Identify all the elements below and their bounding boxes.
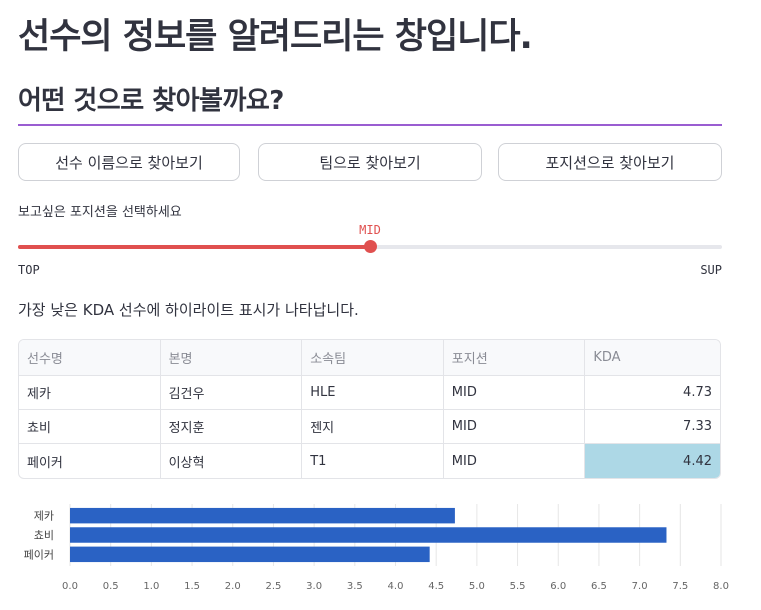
position-slider-thumb[interactable] [364,240,377,253]
x-tick-label: 6.0 [550,581,566,592]
column-header-team[interactable]: 소속팀 [302,340,444,376]
x-tick-label: 1.0 [143,581,159,592]
kda-bar-chart: 0.0 0.5 1.0 1.5 2.0 2.5 3.0 3.5 4.0 4.5 5.0 5.5 6.0 6… [24,504,729,592]
table-cell[interactable]: HLE [302,376,444,410]
position-slider-label: 보고싶은 포지션을 선택하세요 [18,205,182,220]
table-cell[interactable]: 이상혁 [161,444,303,478]
x-tick-label: 5.0 [469,581,485,592]
x-tick-label: 6.5 [591,581,607,592]
search-by-position-button[interactable]: 포지션으로 찾아보기 [498,143,722,181]
table-cell-kda[interactable]: 4.73 [585,376,720,410]
column-header-player[interactable]: 선수명 [19,340,161,376]
table-cell[interactable]: 쵸비 [19,410,161,444]
x-tick-label: 8.0 [713,581,729,592]
table-cell[interactable]: MID [444,444,586,478]
y-category-label: 제카 [34,510,54,523]
column-header-position[interactable]: 포지션 [443,340,586,376]
bar-1 [70,527,667,543]
position-slider-min-label: TOP [18,263,40,277]
x-tick-label: 2.0 [225,581,241,592]
table-header-row: 선수명 본명 소속팀 포지션 KDA [19,340,720,376]
player-table: 선수명 본명 소속팀 포지션 KDA 제카 김건우 HLE MID 4.73 쵸… [18,339,721,479]
table-cell[interactable]: 제카 [19,376,161,410]
y-category-label: 쵸비 [34,529,54,542]
search-by-name-button[interactable]: 선수 이름으로 찾아보기 [18,143,240,181]
table-cell[interactable]: 젠지 [302,410,444,444]
position-slider-fill [18,245,370,249]
position-slider-max-label: SUP [700,263,722,277]
page-title: 선수의 정보를 알려드리는 창입니다. [18,17,533,57]
table-cell[interactable]: 정지훈 [160,410,303,444]
section-subtitle: 어떤 것으로 찾아볼까요? [18,86,284,116]
table-cell[interactable]: 김건우 [160,376,303,410]
table-row: 페이커 이상혁 T1 MID 4.42 [19,444,720,478]
y-category-label: 페이커 [24,548,54,561]
x-tick-label: 4.5 [428,581,444,592]
table-cell-kda[interactable]: 7.33 [585,410,720,444]
position-slider-value: MID [359,223,381,237]
bar-0 [70,507,455,524]
x-tick-label: 7.0 [632,581,648,592]
highlight-note: 가장 낮은 KDA 선수에 하이라이트 표시가 나타납니다. [18,301,359,319]
x-tick-label: 5.5 [510,581,526,592]
x-tick-label: 0.0 [62,581,78,592]
table-cell[interactable]: MID [443,410,586,444]
x-tick-label: 3.0 [306,581,322,592]
table-cell[interactable]: MID [443,376,586,410]
table-row: 제카 김건우 HLE MID 4.73 [19,376,720,410]
x-tick-label: 7.5 [672,581,688,592]
search-by-team-button[interactable]: 팀으로 찾아보기 [258,143,482,181]
x-tick-label: 1.5 [184,581,200,592]
x-tick-label: 3.5 [347,581,363,592]
table-cell-kda-highlighted[interactable]: 4.42 [585,444,720,478]
table-row: 쵸비 정지훈 젠지 MID 7.33 [19,410,720,444]
x-tick-label: 4.0 [388,581,404,592]
x-tick-label: 0.5 [103,581,119,592]
table-cell[interactable]: T1 [302,444,444,478]
column-header-kda[interactable]: KDA [585,340,720,376]
x-tick-label: 2.5 [265,581,281,592]
column-header-realname[interactable]: 본명 [160,340,303,376]
table-cell[interactable]: 페이커 [19,444,161,478]
bar-2 [70,546,430,563]
section-divider [18,124,722,126]
